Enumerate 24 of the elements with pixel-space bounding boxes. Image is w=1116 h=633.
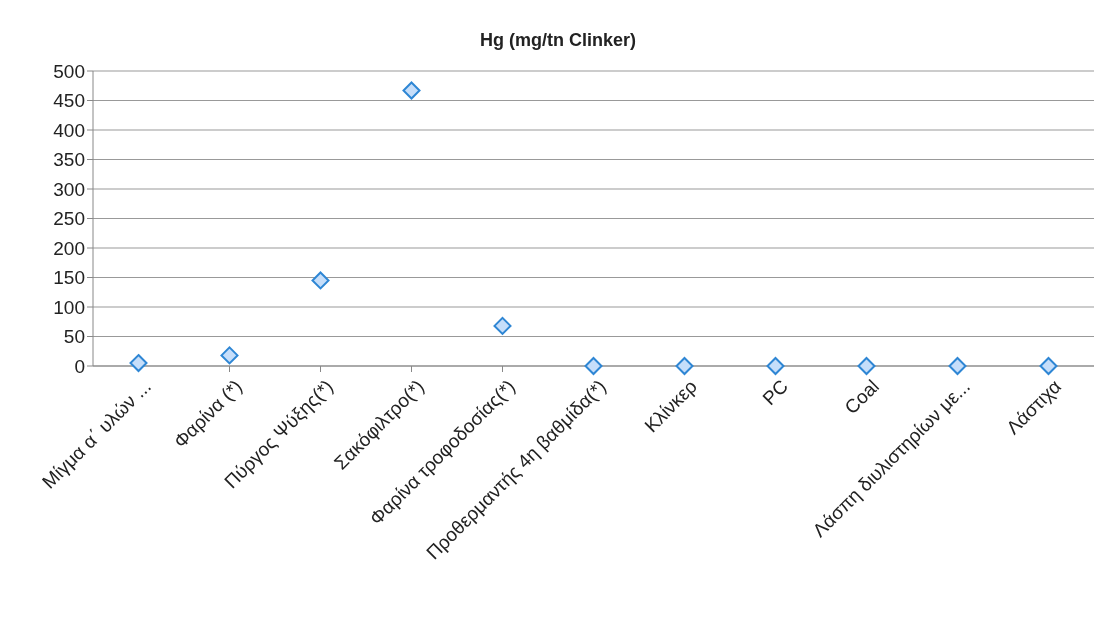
y-tick-label: 50 [63, 326, 85, 348]
point [220, 346, 239, 365]
x-tick-label: PC [758, 375, 792, 410]
point [402, 81, 421, 100]
y-tick-label: 500 [53, 60, 85, 82]
chart-title: Hg (mg/tn Clinker) [479, 30, 637, 51]
point [584, 357, 603, 375]
y-tick-label: 100 [53, 296, 85, 318]
point [493, 316, 512, 335]
y-tick-label: 300 [53, 178, 85, 200]
y-tick-label: 250 [53, 208, 85, 230]
point [1039, 357, 1058, 375]
point [311, 271, 330, 290]
point [129, 354, 148, 373]
y-tick-label: 450 [53, 90, 85, 112]
point [857, 357, 876, 375]
point [766, 357, 785, 375]
y-tick-label: 0 [74, 355, 85, 377]
point [948, 357, 967, 375]
y-tick-label: 150 [53, 267, 85, 289]
y-tick-label: 200 [53, 237, 85, 259]
point [675, 357, 694, 375]
y-tick-label: 400 [53, 119, 85, 141]
y-tick-label: 350 [53, 149, 85, 171]
